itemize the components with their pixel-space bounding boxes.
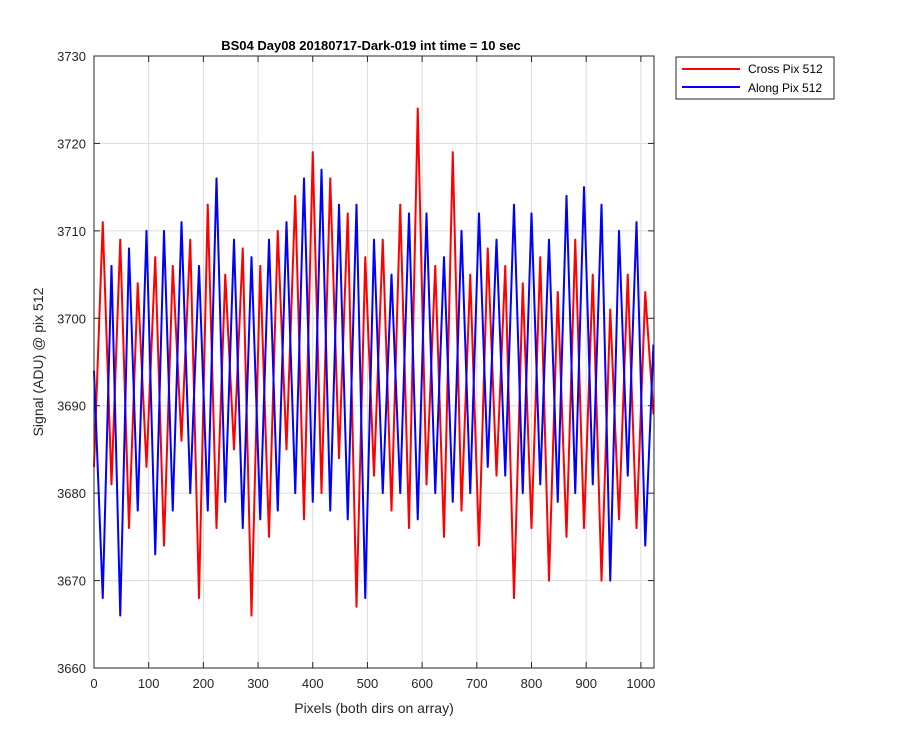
x-tick-label: 400: [302, 676, 324, 691]
x-tick-label: 300: [247, 676, 269, 691]
y-tick-label: 3720: [57, 136, 86, 151]
x-tick-label: 900: [575, 676, 597, 691]
legend: Cross Pix 512 Along Pix 512: [675, 56, 835, 100]
chart-title: BS04 Day08 20180717-Dark-019 int time = …: [221, 38, 521, 53]
x-tick-label: 0: [90, 676, 97, 691]
tick-marks: [93, 55, 654, 669]
x-tick-label: 800: [521, 676, 543, 691]
series-layer: [93, 107, 655, 617]
y-tick-label: 3730: [57, 49, 86, 64]
y-tick-label: 3670: [57, 574, 86, 589]
x-tick-labels: 0 100 200 300 400 500 600 700 800 900 1000: [90, 676, 655, 691]
x-tick-label: 700: [466, 676, 488, 691]
legend-label-cross-pix: Cross Pix 512: [748, 62, 823, 76]
y-tick-label: 3710: [57, 224, 86, 239]
y-tick-labels: 3660 3670 3680 3690 3700 3710 3720 3730: [57, 49, 86, 676]
y-tick-label: 3680: [57, 486, 86, 501]
y-tick-label: 3660: [57, 661, 86, 676]
x-tick-label: 100: [138, 676, 160, 691]
x-tick-label: 600: [411, 676, 433, 691]
x-tick-label: 1000: [626, 676, 655, 691]
legend-box: [675, 56, 835, 100]
series-line-along-pix: [93, 168, 655, 617]
y-tick-label: 3690: [57, 399, 86, 414]
x-tick-label: 500: [357, 676, 379, 691]
x-tick-label: 200: [193, 676, 215, 691]
y-tick-label: 3700: [57, 311, 86, 326]
axes-box: [93, 55, 655, 669]
legend-label-along-pix: Along Pix 512: [748, 81, 822, 95]
x-axis-label: Pixels (both dirs on array): [294, 700, 454, 716]
y-axis-label: Signal (ADU) @ pix 512: [30, 287, 46, 436]
